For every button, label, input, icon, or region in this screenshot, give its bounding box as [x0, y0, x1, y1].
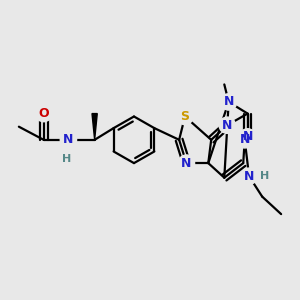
Circle shape	[220, 94, 237, 110]
Text: N: N	[244, 170, 254, 183]
Circle shape	[60, 132, 76, 148]
Circle shape	[219, 117, 236, 134]
Text: S: S	[181, 110, 190, 123]
Text: N: N	[239, 133, 250, 146]
Text: N: N	[181, 157, 192, 169]
Text: H: H	[62, 154, 72, 164]
Circle shape	[35, 105, 52, 122]
Circle shape	[239, 129, 256, 145]
Text: N: N	[242, 130, 253, 143]
Text: N: N	[63, 133, 74, 146]
Text: H: H	[260, 171, 270, 181]
Circle shape	[177, 108, 193, 124]
Polygon shape	[92, 114, 97, 140]
Circle shape	[178, 155, 195, 171]
Text: O: O	[38, 107, 49, 120]
Circle shape	[241, 168, 257, 184]
Text: N: N	[224, 95, 234, 108]
Text: N: N	[222, 119, 232, 132]
Circle shape	[236, 132, 253, 148]
